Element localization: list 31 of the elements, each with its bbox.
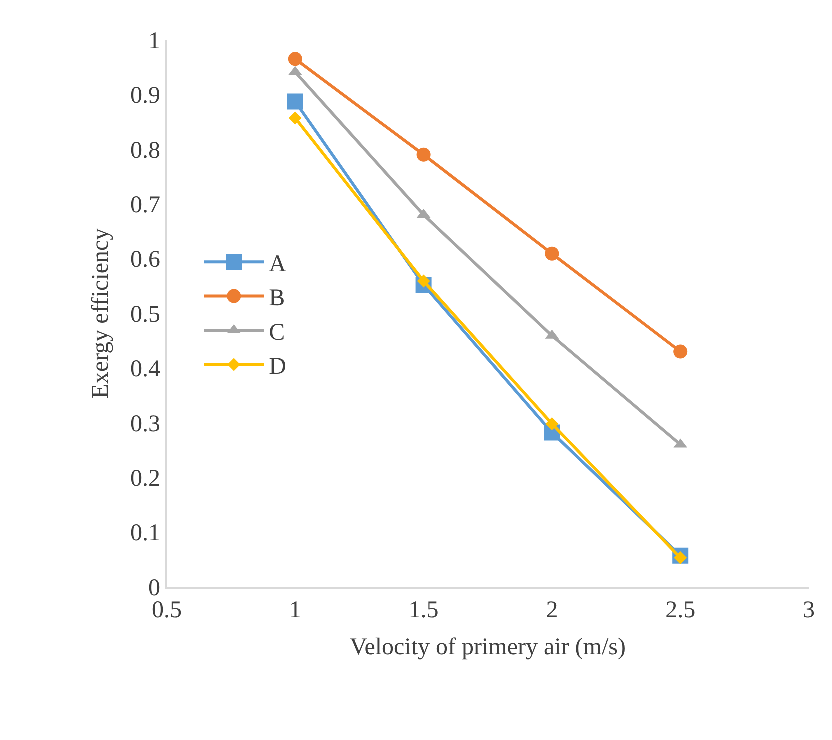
x-tick-label: 2.5 [666,598,696,624]
y-tick-label: 0.6 [130,247,160,274]
legend-label: B [269,286,286,312]
y-tick-label: 0 [148,575,160,602]
y-tick-label: 0.3 [130,411,160,438]
y-tick-label: 0.8 [130,138,160,164]
y-tick-label: 0.9 [130,83,160,110]
y-axis-title: Exergy efficiency [88,228,114,399]
y-tick-label: 0.4 [130,356,160,383]
x-tick-label: 2 [546,598,558,624]
y-tick-label: 0.5 [130,302,160,328]
point [674,344,688,359]
point [417,274,430,288]
x-tick-label: 3 [803,598,815,624]
point [287,94,304,110]
x-tick-label: 1 [289,598,302,624]
y-tick-label: 1 [148,28,160,54]
point [674,552,688,565]
point [288,52,302,66]
legend-label: C [269,320,286,346]
x-axis-title: Velocity of primery air (m/s) [350,634,626,660]
point [416,148,431,162]
y-tick-label: 0.1 [130,520,160,547]
point [545,246,560,261]
y-tick-label: 0.7 [130,192,160,218]
x-tick-label: 1.5 [408,598,439,624]
point [288,112,302,125]
point [546,417,559,430]
y-tick-label: 0.2 [130,466,160,492]
legend-label: A [269,251,288,278]
legend-label: D [269,354,286,380]
